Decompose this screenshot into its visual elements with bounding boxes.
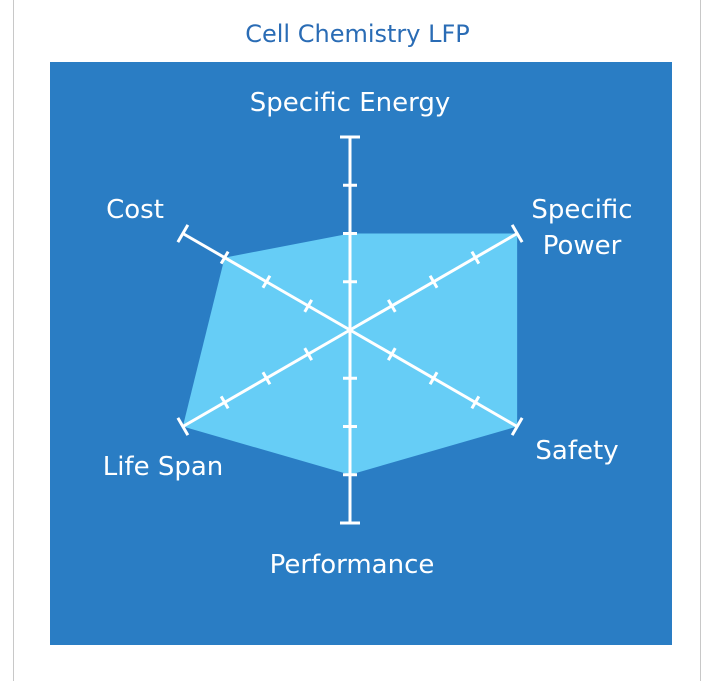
axis-label: Specific Energy	[249, 88, 451, 118]
tick-mark	[470, 250, 481, 265]
tick-mark	[428, 371, 439, 386]
tick-mark	[176, 417, 190, 436]
tick-mark	[303, 347, 314, 361]
tick-mark	[219, 395, 230, 410]
tick-mark	[261, 371, 272, 386]
axis-label: Performance	[269, 550, 435, 580]
tick-mark	[428, 274, 439, 289]
tick-mark	[261, 274, 272, 289]
tick-mark	[510, 417, 524, 436]
axis-label: Cost	[106, 195, 164, 225]
tick-mark	[386, 347, 397, 361]
axis-label: Life Span	[102, 452, 224, 482]
chart-title: Cell Chemistry LFP	[245, 20, 470, 48]
axis-label: Safety	[535, 436, 619, 466]
tick-mark	[510, 224, 524, 243]
frame	[13, 0, 701, 681]
tick-mark	[303, 299, 314, 313]
tick-mark	[386, 299, 397, 313]
tick-mark	[176, 224, 190, 243]
axis-label: Specific Power	[531, 195, 633, 261]
tick-mark	[470, 395, 481, 410]
tick-mark	[219, 250, 230, 265]
